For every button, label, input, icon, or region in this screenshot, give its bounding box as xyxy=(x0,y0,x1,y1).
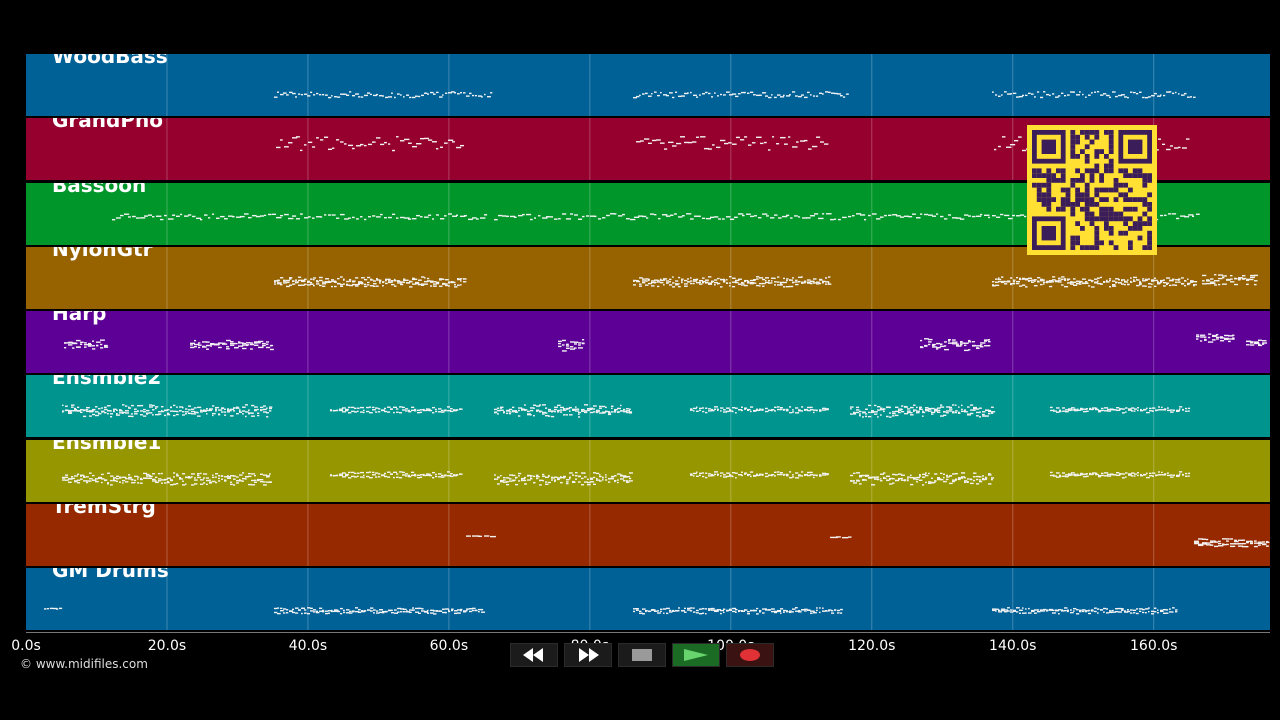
time-tick-label: 160.0s xyxy=(1130,638,1178,654)
qr-code-pattern xyxy=(1032,130,1152,250)
note-marks xyxy=(62,404,1191,419)
track-name: WoodBass xyxy=(52,54,168,68)
track-lane[interactable]: Ensmble1 xyxy=(26,439,1270,502)
time-tick-label: 140.0s xyxy=(989,638,1037,654)
note-marks xyxy=(466,535,1270,548)
time-tick-label: 60.0s xyxy=(429,638,469,654)
copyright-notice: © www.midifiles.com xyxy=(20,657,148,671)
record-icon xyxy=(740,649,760,661)
time-tick-label: 120.0s xyxy=(848,638,896,654)
note-marks xyxy=(112,212,1200,220)
time-tick-label: 40.0s xyxy=(288,638,328,654)
play-icon xyxy=(684,649,708,661)
track-name: Bassoon xyxy=(52,182,147,197)
note-marks xyxy=(274,91,1196,99)
note-marks xyxy=(64,333,1268,352)
fast-forward-icon xyxy=(579,648,599,662)
record-button[interactable] xyxy=(726,643,774,667)
time-tick-label: 0.0s xyxy=(11,638,41,654)
rewind-button[interactable] xyxy=(510,643,558,667)
stop-icon xyxy=(632,649,652,661)
transport-controls xyxy=(510,643,774,669)
qr-code-icon[interactable] xyxy=(1027,125,1157,255)
track-lane[interactable]: WoodBass xyxy=(26,54,1270,116)
track-name: GrandPno xyxy=(52,118,163,133)
note-marks xyxy=(44,607,1178,615)
note-marks xyxy=(62,470,1191,486)
note-marks xyxy=(274,273,1259,288)
track-lane[interactable]: GM Drums xyxy=(26,568,1270,631)
time-tick-label: 20.0s xyxy=(147,638,187,654)
track-lane[interactable]: NylonGtr xyxy=(26,246,1270,309)
stop-button[interactable] xyxy=(618,643,666,667)
track-name: GM Drums xyxy=(52,568,169,583)
fast-forward-button[interactable] xyxy=(564,643,612,667)
track-name: Ensmble2 xyxy=(52,375,162,390)
play-button[interactable] xyxy=(672,643,720,667)
track-lane[interactable]: Ensmble2 xyxy=(26,375,1270,438)
track-name: TremStrg xyxy=(52,504,156,519)
track-name: NylonGtr xyxy=(52,246,153,261)
rewind-icon xyxy=(523,648,543,662)
track-name: Harp xyxy=(52,311,107,326)
track-lane[interactable]: TremStrg xyxy=(26,504,1270,567)
track-lane[interactable]: Harp xyxy=(26,311,1270,374)
track-name: Ensmble1 xyxy=(52,439,162,454)
time-axis xyxy=(26,632,1270,633)
